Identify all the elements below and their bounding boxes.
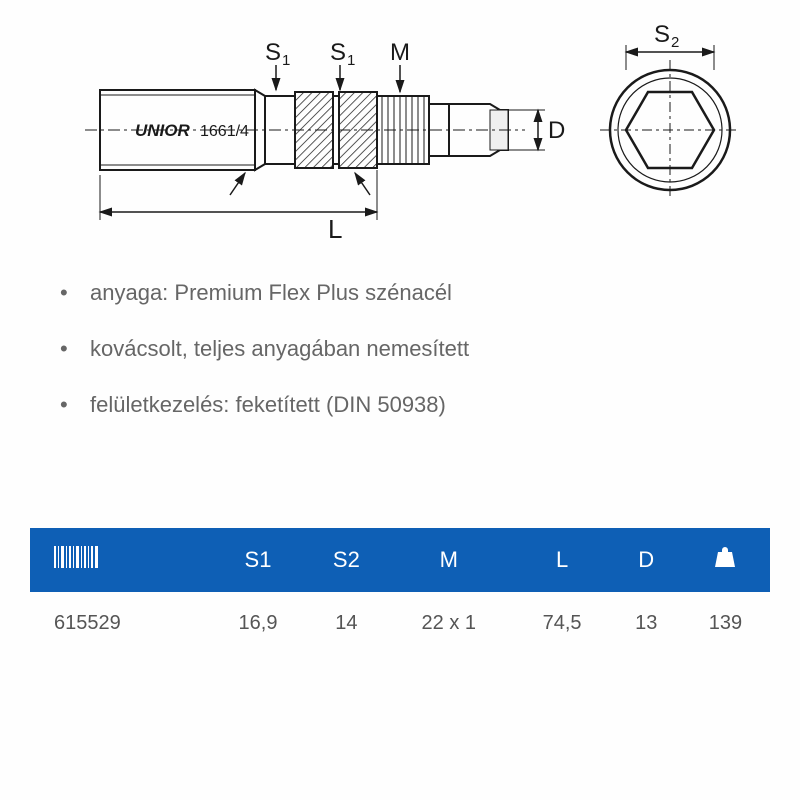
model-number: 1661/4 bbox=[200, 123, 249, 140]
list-item: anyaga: Premium Flex Plus szénacél bbox=[60, 280, 770, 306]
cell-weight: 139 bbox=[681, 592, 770, 655]
list-item: kovácsolt, teljes anyagában nemesített bbox=[60, 336, 770, 362]
svg-text:S: S bbox=[654, 21, 670, 48]
cell-s2: 14 bbox=[308, 592, 386, 655]
svg-text:1: 1 bbox=[282, 52, 290, 69]
feature-list: anyaga: Premium Flex Plus szénacél kovác… bbox=[30, 280, 770, 418]
svg-text:S: S bbox=[265, 39, 281, 66]
svg-text:2: 2 bbox=[671, 34, 679, 51]
weight-icon bbox=[714, 546, 736, 574]
svg-text:S: S bbox=[330, 39, 346, 66]
col-s1: S1 bbox=[208, 528, 307, 592]
table-row: 615529 16,9 14 22 x 1 74,5 13 139 bbox=[30, 592, 770, 655]
col-m: M bbox=[385, 528, 512, 592]
col-barcode bbox=[30, 528, 208, 592]
table-header-row: S1 S2 M L D bbox=[30, 528, 770, 592]
svg-text:M: M bbox=[390, 39, 410, 66]
technical-diagram: UNIOR 1661/4 S 1 S 1 M D L bbox=[70, 20, 800, 250]
svg-text:1: 1 bbox=[347, 52, 355, 69]
svg-text:L: L bbox=[328, 214, 342, 244]
col-s2: S2 bbox=[308, 528, 386, 592]
brand-text: UNIOR bbox=[135, 121, 191, 140]
cell-s1: 16,9 bbox=[208, 592, 307, 655]
barcode-icon bbox=[54, 546, 98, 574]
spec-table: S1 S2 M L D 615529 16,9 14 22 x 1 74,5 1… bbox=[30, 528, 770, 655]
col-weight bbox=[681, 528, 770, 592]
cell-d: 13 bbox=[612, 592, 681, 655]
svg-text:D: D bbox=[548, 117, 565, 144]
cell-l: 74,5 bbox=[512, 592, 611, 655]
list-item: felületkezelés: feketített (DIN 50938) bbox=[60, 392, 770, 418]
cell-m: 22 x 1 bbox=[385, 592, 512, 655]
cell-code: 615529 bbox=[30, 592, 208, 655]
col-d: D bbox=[612, 528, 681, 592]
col-l: L bbox=[512, 528, 611, 592]
